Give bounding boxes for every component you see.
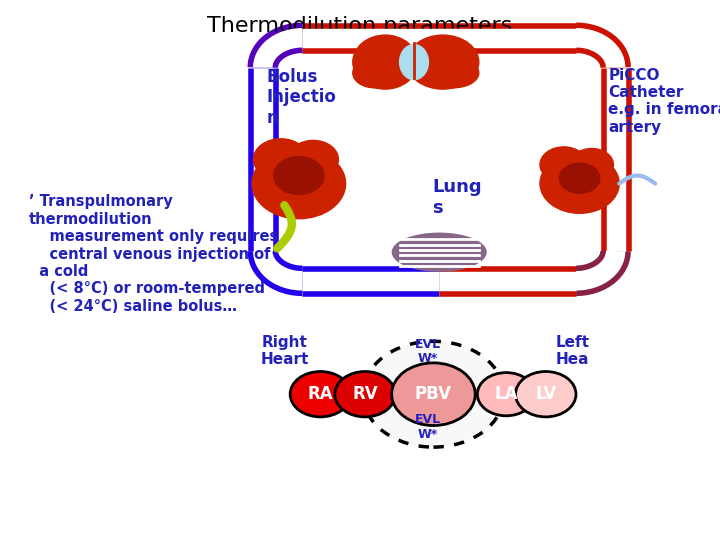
Circle shape <box>363 341 504 447</box>
Circle shape <box>559 163 600 193</box>
Text: Lung
s: Lung s <box>432 178 482 217</box>
Circle shape <box>290 372 351 417</box>
Circle shape <box>252 148 346 219</box>
Circle shape <box>570 148 613 181</box>
Circle shape <box>477 373 535 416</box>
Ellipse shape <box>392 233 486 271</box>
Circle shape <box>540 154 619 213</box>
Ellipse shape <box>353 35 418 89</box>
Circle shape <box>516 372 576 417</box>
Text: PBV: PBV <box>415 385 452 403</box>
Text: EVL
W*: EVL W* <box>415 338 441 366</box>
Text: LA: LA <box>495 385 518 403</box>
Text: Left
Hea: Left Hea <box>555 335 590 367</box>
Circle shape <box>540 147 588 183</box>
Text: PiCCO
Catheter
e.g. in femoral
artery: PiCCO Catheter e.g. in femoral artery <box>608 68 720 134</box>
Text: RA: RA <box>307 385 333 403</box>
Ellipse shape <box>353 58 396 87</box>
Text: Right
Heart: Right Heart <box>260 335 309 367</box>
Circle shape <box>392 363 475 426</box>
Text: ’ Transpulmonary
thermodilution
    measurement only requires
    central venous: ’ Transpulmonary thermodilution measurem… <box>29 194 278 314</box>
Text: RV: RV <box>352 385 378 403</box>
Ellipse shape <box>428 58 479 87</box>
Text: Bolus
Injectio
n: Bolus Injectio n <box>266 68 336 127</box>
Circle shape <box>288 140 338 178</box>
Circle shape <box>274 157 324 194</box>
Ellipse shape <box>400 45 428 80</box>
Circle shape <box>335 372 395 417</box>
Text: Thermodilution parameters: Thermodilution parameters <box>207 16 513 36</box>
Text: EVL
W*: EVL W* <box>415 413 441 441</box>
Text: LV: LV <box>535 385 557 403</box>
Circle shape <box>253 139 308 180</box>
Ellipse shape <box>407 35 479 89</box>
